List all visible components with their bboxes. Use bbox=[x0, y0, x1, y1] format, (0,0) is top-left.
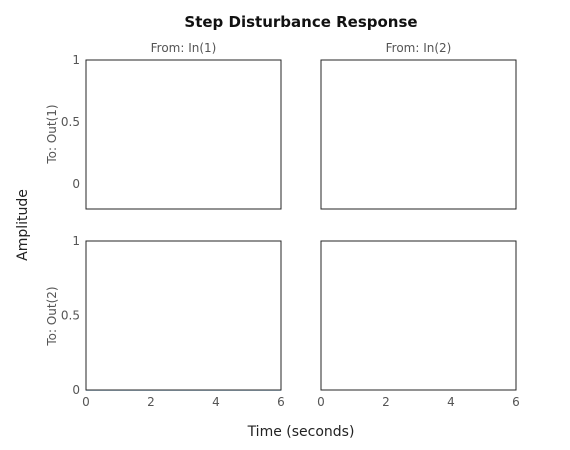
x-tick-label: 4 bbox=[212, 395, 220, 409]
panel-r1-c2 bbox=[320, 59, 517, 210]
y-tick-label: 0 bbox=[72, 383, 80, 397]
y-axis-label: Amplitude bbox=[15, 189, 31, 261]
x-tick-label: 0 bbox=[82, 395, 90, 409]
y-tick-label: 0.5 bbox=[61, 309, 80, 323]
x-tick-label: 6 bbox=[512, 395, 520, 409]
x-tick-label: 0 bbox=[317, 395, 325, 409]
x-tick-label: 6 bbox=[277, 395, 285, 409]
column-header-in2: From: In(2) bbox=[386, 41, 452, 55]
y-tick-label: 1 bbox=[72, 234, 80, 248]
panel-frame bbox=[85, 59, 282, 210]
x-tick-label: 4 bbox=[447, 395, 455, 409]
panel-frame bbox=[320, 59, 517, 210]
column-header-in1: From: In(1) bbox=[151, 41, 217, 55]
y-tick-label: 1 bbox=[72, 53, 80, 67]
row-header-out2: To: Out(2) bbox=[45, 286, 59, 346]
chart-title: Step Disturbance Response bbox=[184, 13, 417, 31]
x-axis-label: Time (seconds) bbox=[247, 424, 355, 440]
row-header-out1: To: Out(1) bbox=[45, 104, 59, 164]
y-tick-label: 0 bbox=[72, 177, 80, 191]
panel-r2-c2: 0 2 4 6 bbox=[317, 240, 520, 409]
panel-r2-c1: 0 0.5 1 0 2 4 6 bbox=[61, 234, 285, 409]
y-tick-label: 0.5 bbox=[61, 115, 80, 129]
panel-frame bbox=[85, 240, 282, 391]
panel-frame bbox=[320, 240, 517, 391]
x-tick-label: 2 bbox=[147, 395, 155, 409]
panel-r1-c1: 00.51 bbox=[61, 53, 282, 210]
x-tick-label: 2 bbox=[382, 395, 390, 409]
